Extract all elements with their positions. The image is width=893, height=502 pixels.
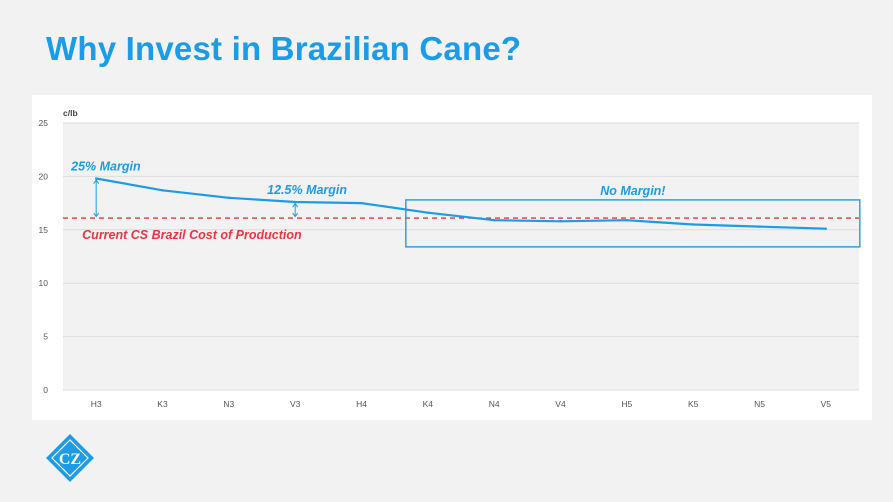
x-tick-label: K5 <box>688 399 699 409</box>
y-tick-label: 20 <box>39 171 49 181</box>
margin-annotation-label: 12.5% Margin <box>267 183 347 197</box>
x-tick-label: K3 <box>157 399 168 409</box>
data-point <box>227 196 231 199</box>
margin-arrow-head-top <box>292 202 299 208</box>
x-tick-label: V3 <box>290 399 301 409</box>
x-tick-label: H4 <box>356 399 367 409</box>
y-tick-label: 5 <box>43 332 48 342</box>
data-point <box>161 189 164 192</box>
plot-area <box>63 123 859 390</box>
x-tick-label: N4 <box>489 399 500 409</box>
x-tick-label: N5 <box>754 399 765 409</box>
x-tick-label: V5 <box>821 399 832 409</box>
y-tick-label: 10 <box>39 278 49 288</box>
y-tick-label: 15 <box>39 225 49 235</box>
cost-reference-label: Current CS Brazil Cost of Production <box>82 228 302 242</box>
logo-diamond <box>46 434 94 482</box>
margin-annotation-label: 25% Margin <box>70 160 141 174</box>
y-tick-label: 0 <box>43 385 48 395</box>
cost-reference: Current CS Brazil Cost of Production <box>63 217 859 242</box>
y-axis-label: c/lb <box>63 108 78 118</box>
data-point <box>360 201 363 205</box>
margin-arrow-head-bottom <box>292 212 299 218</box>
gridlines <box>63 122 859 391</box>
axes: 0 5 10 15 20 25 c/lb H3 K3 N3 V3 H4 K4 N4 V4 H5 K5 N5 V5 <box>39 108 832 409</box>
data-point <box>492 218 496 222</box>
logo-text: CZ <box>59 451 81 468</box>
series-line <box>96 177 826 230</box>
data-point <box>426 211 430 214</box>
margin-arrow-head-top <box>93 179 100 184</box>
data-point <box>94 177 98 180</box>
x-tick-label: N3 <box>223 399 234 409</box>
no-margin-label: No Margin! <box>600 184 665 198</box>
series-layer <box>94 177 828 230</box>
data-point <box>293 200 297 204</box>
logo-inner-diamond <box>51 439 89 477</box>
data-point <box>625 218 629 222</box>
x-tick-label: H5 <box>621 399 632 409</box>
chart-panel: Current CS Brazil Cost of Production 25%… <box>32 95 872 420</box>
cz-logo: CZ <box>46 434 94 482</box>
x-tick-label: V4 <box>555 399 566 409</box>
x-tick-label: K4 <box>423 399 434 409</box>
no-margin-box <box>405 199 861 248</box>
margin-arrow-head-bottom <box>93 212 100 218</box>
x-tick-label: H3 <box>91 399 102 409</box>
slide-title: Why Invest in Brazilian Cane? <box>46 30 522 67</box>
data-point <box>691 223 695 226</box>
data-point <box>824 227 828 230</box>
futures-line-chart: Current CS Brazil Cost of Production 25%… <box>39 108 861 409</box>
annotations: 25% Margin 12.5% Margin No Margin! <box>70 160 861 248</box>
data-point <box>758 225 761 228</box>
data-point <box>559 220 562 223</box>
y-tick-label: 25 <box>39 118 49 128</box>
